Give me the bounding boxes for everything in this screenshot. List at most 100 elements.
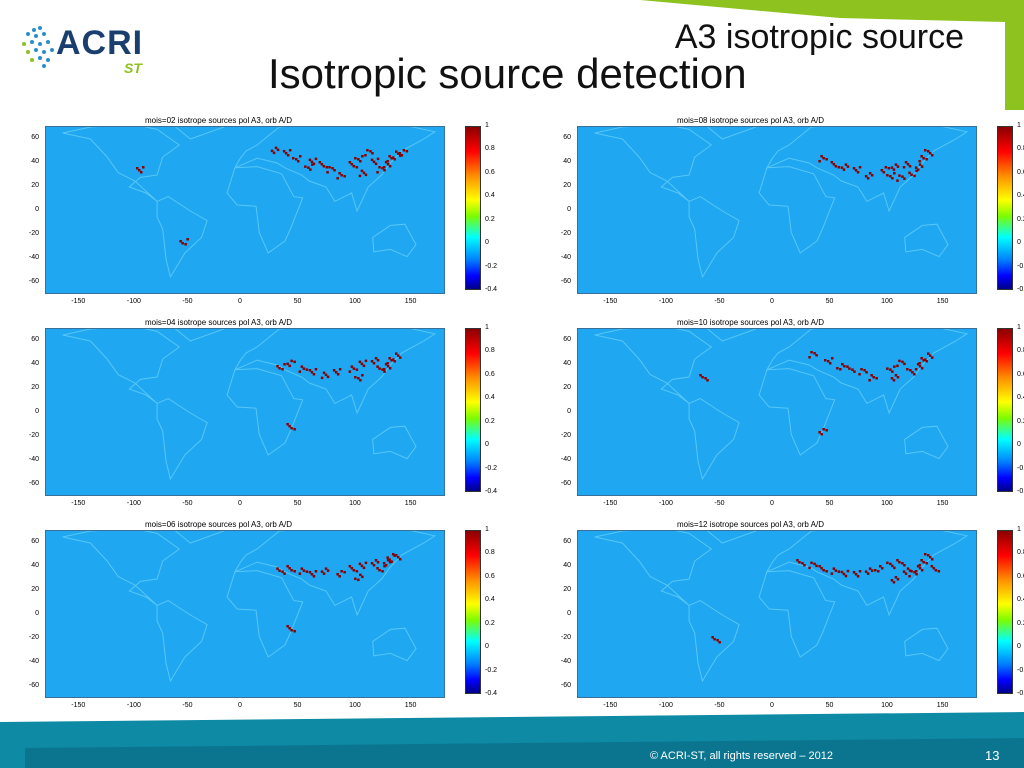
coastline-1 (62, 531, 181, 606)
source-point (870, 569, 874, 572)
source-point (929, 152, 932, 155)
source-point (848, 367, 851, 370)
source-point (399, 154, 402, 157)
y-tick-label: 0 (35, 206, 39, 213)
source-point (846, 569, 850, 573)
x-tick-label: 150 (936, 500, 949, 507)
source-point (322, 165, 326, 168)
source-point (913, 174, 916, 178)
source-point (853, 370, 856, 373)
source-point (890, 166, 894, 169)
source-point (825, 429, 828, 432)
source-point (831, 357, 834, 360)
source-point (386, 365, 390, 368)
source-point (832, 567, 836, 570)
colorbar (997, 328, 1013, 492)
source-point (333, 169, 336, 172)
source-point (898, 359, 901, 363)
colorbar (997, 126, 1013, 290)
source-point (388, 165, 392, 168)
source-point (842, 572, 846, 576)
coastline-5 (904, 627, 949, 662)
panel-title: mois=02 isotrope sources pol A3, orb A/D (145, 116, 292, 125)
source-point (796, 559, 799, 562)
source-point (398, 152, 402, 155)
y-tick-label: -20 (560, 230, 571, 237)
colorbar-tick-label: -0.4 (1017, 286, 1024, 293)
x-tick-label: -150 (603, 500, 618, 507)
colorbar-tick-label: -0.4 (485, 488, 498, 495)
source-point (840, 166, 844, 169)
coastline-3 (758, 166, 836, 254)
source-point (354, 376, 357, 379)
colorbar-tick-label: 0.6 (1017, 168, 1024, 176)
source-point (901, 562, 904, 565)
source-point (307, 166, 310, 169)
source-point (927, 150, 930, 153)
source-point (896, 578, 900, 581)
source-point (382, 166, 386, 169)
colorbar-tick-label: 0.4 (485, 192, 495, 200)
coastline-4 (233, 127, 437, 213)
source-point (298, 572, 302, 575)
source-point (186, 238, 189, 241)
source-point (383, 370, 386, 373)
source-point (181, 242, 184, 245)
source-point (328, 166, 331, 169)
source-point (841, 363, 844, 366)
x-tick-label: 0 (770, 500, 774, 507)
source-point (390, 157, 393, 160)
source-point (891, 564, 894, 568)
source-point (293, 428, 296, 431)
source-point (701, 376, 704, 379)
source-point (920, 367, 924, 370)
y-tick-label: 40 (31, 562, 39, 569)
source-point (870, 374, 873, 377)
y-tick-label: 0 (35, 408, 39, 415)
source-point (810, 351, 813, 354)
x-tick-label: 100 (881, 500, 893, 507)
source-point (854, 169, 858, 172)
logo-wave-icon (22, 26, 54, 68)
coastline-5 (904, 223, 949, 258)
x-tick-label: -50 (182, 702, 193, 709)
source-point (889, 175, 892, 178)
source-point (901, 175, 904, 178)
x-tick-label: 100 (881, 298, 893, 305)
source-point (286, 362, 289, 366)
source-point (891, 177, 894, 180)
source-point (364, 561, 368, 565)
world-map (45, 126, 445, 294)
source-point (312, 575, 316, 578)
map-panel-4: mois=10 isotrope sources pol A3, orb A/D… (540, 318, 1024, 508)
source-point (362, 171, 366, 175)
source-point (358, 174, 362, 178)
source-point (290, 359, 293, 363)
source-point (293, 360, 296, 364)
colorbar-tick-label: 0.2 (1017, 215, 1024, 223)
source-point (308, 369, 312, 372)
x-tick-label: 100 (349, 298, 361, 305)
source-point (397, 152, 400, 155)
colorbar (997, 530, 1013, 694)
source-point (284, 152, 288, 155)
y-tick-label: 20 (31, 384, 39, 391)
colorbar-tick-label: 0.6 (1017, 370, 1024, 378)
source-point (879, 565, 882, 568)
source-point (376, 157, 380, 161)
source-point (378, 166, 381, 169)
source-point (355, 166, 359, 169)
source-point (852, 571, 856, 574)
source-point (890, 377, 894, 380)
world-map (577, 328, 977, 496)
colorbar-tick-label: -0.4 (1017, 690, 1024, 697)
source-point (906, 368, 909, 371)
source-point (378, 569, 381, 572)
source-point (837, 166, 841, 169)
source-point (894, 163, 898, 166)
source-point (856, 171, 860, 174)
source-point (922, 561, 925, 564)
x-tick-label: -100 (658, 298, 673, 305)
y-tick-label: -20 (28, 634, 39, 641)
x-tick-label: 150 (404, 298, 417, 305)
